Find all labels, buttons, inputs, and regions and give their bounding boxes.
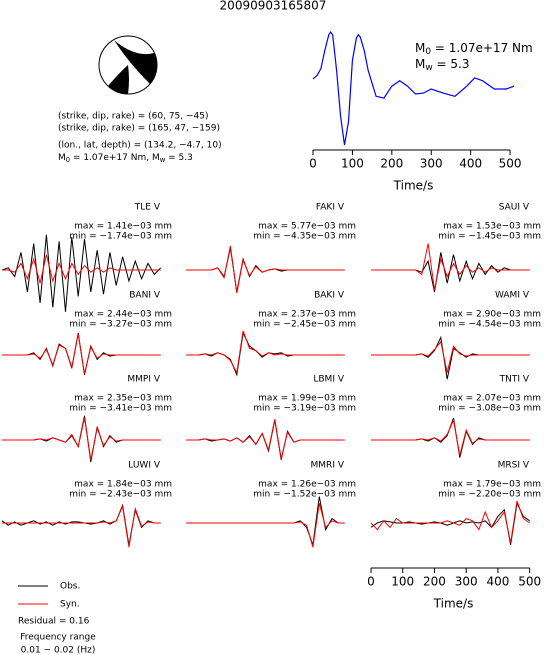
text-part: = 5.3	[165, 153, 193, 163]
syn-trace	[371, 243, 530, 290]
x-tick-label: 200	[423, 575, 446, 589]
max-label: max = 1.79e−03 mm	[443, 480, 541, 490]
subscript: w	[160, 156, 166, 164]
text-part: = 1.07e+17 Nm	[431, 41, 533, 55]
subscript: w	[425, 63, 432, 73]
station-name: MMRI V	[311, 461, 345, 471]
text-part: = 5.3	[433, 57, 470, 71]
syn-trace	[370, 500, 530, 543]
x-tick-label: 400	[486, 575, 509, 589]
min-label: min = −3.19e−03 mm	[253, 404, 356, 414]
station-name: MRSI V	[498, 461, 530, 471]
station-name: BAKI V	[314, 291, 345, 301]
mechanism-text: (strike, dip, rake) = (60, 75, −45)	[58, 112, 209, 122]
subscript: 0	[425, 47, 431, 57]
obs-trace	[1, 234, 162, 312]
min-label: min = −3.27e−03 mm	[69, 320, 172, 330]
syn-trace	[371, 418, 530, 456]
x-tick-label: 500	[518, 575, 541, 589]
annotation: Mw = 5.3	[415, 57, 470, 73]
station-name: BANI V	[129, 291, 161, 301]
station-name: FAKI V	[316, 203, 345, 213]
max-label: max = 2.44e−03 mm	[74, 310, 172, 320]
syn-trace	[2, 254, 161, 284]
subscript: 0	[66, 156, 70, 164]
frequency-label: Frequency range	[20, 633, 96, 643]
min-label: min = −2.45e−03 mm	[253, 320, 356, 330]
frequency-range: 0.01 − 0.02 (Hz)	[21, 646, 96, 655]
min-label: min = −1.45e−03 mm	[438, 232, 541, 242]
syn-trace	[186, 330, 345, 375]
obs-trace	[370, 501, 530, 546]
station-name: SAUI V	[499, 203, 530, 213]
x-tick-label: 400	[459, 157, 482, 171]
beachball	[98, 35, 158, 95]
x-tick-label: 500	[499, 157, 522, 171]
text-part: M	[58, 153, 66, 163]
max-label: max = 2.07e−03 mm	[443, 394, 541, 404]
residual: Residual = 0.16	[18, 617, 90, 627]
station-name: TNTI V	[499, 375, 530, 385]
syn-trace	[2, 417, 161, 460]
station-name: MMPI V	[127, 375, 160, 385]
x-tick-label: 0	[309, 157, 317, 171]
min-label: min = −4.35e−03 mm	[253, 232, 356, 242]
mechanism-text: (strike, dip, rake) = (165, 47, −159)	[58, 124, 220, 134]
text-part: M	[415, 41, 425, 55]
station-name: TLE V	[134, 203, 161, 213]
x-tick-label: 300	[455, 575, 478, 589]
text-part: M	[415, 57, 425, 71]
max-label: max = 1.53e−03 mm	[443, 222, 541, 232]
min-label: min = −1.52e−03 mm	[253, 490, 356, 500]
station-name: WAMI V	[495, 291, 530, 301]
min-label: min = −2.20e−03 mm	[438, 490, 541, 500]
min-label: min = −4.54e−03 mm	[438, 320, 541, 330]
legend-label: Syn.	[60, 600, 80, 610]
station-name: LUWI V	[128, 461, 161, 471]
stf-line	[312, 30, 515, 146]
min-label: min = −2.43e−03 mm	[69, 490, 172, 500]
x-tick-label: 0	[367, 575, 375, 589]
title: 20090903165807	[220, 0, 327, 13]
x-tick-label: 200	[380, 157, 403, 171]
max-label: max = 2.37e−03 mm	[258, 310, 356, 320]
x-tick-label: 100	[341, 157, 364, 171]
x-tick-label: 100	[391, 575, 414, 589]
syn-trace	[186, 503, 345, 548]
syn-trace	[186, 245, 345, 294]
max-label: max = 1.41e−03 mm	[74, 222, 172, 232]
syn-trace	[371, 340, 530, 373]
min-label: min = −3.41e−03 mm	[69, 404, 172, 414]
annotation: M0 = 1.07e+17 Nm	[415, 41, 533, 57]
max-label: max = 1.26e−03 mm	[258, 480, 356, 490]
max-label: max = 1.84e−03 mm	[74, 480, 172, 490]
max-label: max = 5.77e−03 mm	[258, 222, 356, 232]
max-label: max = 2.35e−03 mm	[74, 394, 172, 404]
max-label: max = 2.90e−03 mm	[443, 310, 541, 320]
legend-label: Obs.	[60, 582, 80, 592]
max-label: max = 1.99e−03 mm	[258, 394, 356, 404]
location-text: (lon., lat, depth) = (134.2, −4.7, 10)	[58, 141, 222, 151]
syn-trace	[2, 334, 161, 374]
min-label: min = −3.08e−03 mm	[438, 404, 541, 414]
x-axis-title: Time/s	[433, 597, 474, 611]
moment-text: M0 = 1.07e+17 Nm, Mw = 5.3	[58, 153, 193, 165]
min-label: min = −1.74e−03 mm	[69, 232, 172, 242]
station-name: LBMI V	[313, 375, 344, 385]
x-tick-label: 300	[420, 157, 443, 171]
x-axis-title: Time/s	[393, 179, 434, 193]
text-part: = 1.07e+17 Nm, M	[70, 153, 160, 163]
syn-trace	[186, 418, 345, 459]
syn-trace	[2, 504, 161, 548]
